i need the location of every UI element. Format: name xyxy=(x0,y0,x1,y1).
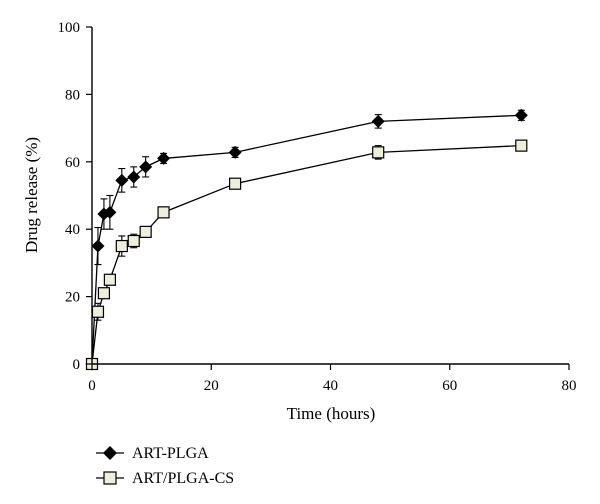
data-point xyxy=(371,114,385,128)
legend: ART-PLGA ART/PLGA-CS xyxy=(96,445,234,487)
y-tick-label: 0 xyxy=(73,357,81,373)
y-tick-label: 20 xyxy=(65,290,80,306)
data-point xyxy=(139,225,152,238)
axes xyxy=(91,27,569,365)
x-tick-label: 60 xyxy=(442,378,457,394)
data-point xyxy=(127,170,141,184)
legend-label-art-plga-cs: ART/PLGA-CS xyxy=(132,470,234,487)
legend-marker-diamond-icon xyxy=(103,446,117,460)
legend-item-art-plga-cs: ART/PLGA-CS xyxy=(96,470,234,487)
data-point xyxy=(372,146,385,159)
x-axis-label: Time (hours) xyxy=(287,404,376,423)
data-point xyxy=(115,173,129,187)
series-1 xyxy=(85,139,528,371)
data-point xyxy=(97,287,111,300)
data-point xyxy=(157,151,171,165)
y-tick-label: 100 xyxy=(58,20,81,36)
legend-item-art-plga: ART-PLGA xyxy=(96,445,209,462)
x-tick-label: 40 xyxy=(323,378,338,394)
y-tick-label: 60 xyxy=(65,155,80,171)
x-tick-label: 20 xyxy=(204,378,219,394)
plot-area xyxy=(85,108,528,371)
y-ticks: 0 20 40 60 80 100 xyxy=(58,20,92,373)
legend-label-art-plga: ART-PLGA xyxy=(132,445,209,462)
data-point xyxy=(91,305,105,318)
data-point xyxy=(228,145,242,159)
y-axis-label: Drug release (%) xyxy=(22,137,41,253)
x-tick-label: 80 xyxy=(562,378,577,394)
y-tick-label: 80 xyxy=(65,87,80,103)
data-point xyxy=(514,108,528,122)
series-line xyxy=(91,144,522,365)
y-tick-label: 40 xyxy=(65,222,80,238)
x-ticks: 0 20 40 60 80 xyxy=(88,364,577,394)
data-point xyxy=(115,239,128,253)
series-line xyxy=(91,114,522,365)
data-point xyxy=(157,206,170,219)
data-point xyxy=(103,205,117,219)
data-point xyxy=(139,160,153,174)
data-point xyxy=(91,239,105,253)
data-point xyxy=(229,177,242,190)
series-0 xyxy=(85,108,528,371)
x-tick-label: 0 xyxy=(88,378,96,394)
data-point xyxy=(103,273,116,286)
legend-marker-square-icon xyxy=(103,471,117,485)
data-point xyxy=(127,234,140,248)
data-point xyxy=(515,139,528,152)
